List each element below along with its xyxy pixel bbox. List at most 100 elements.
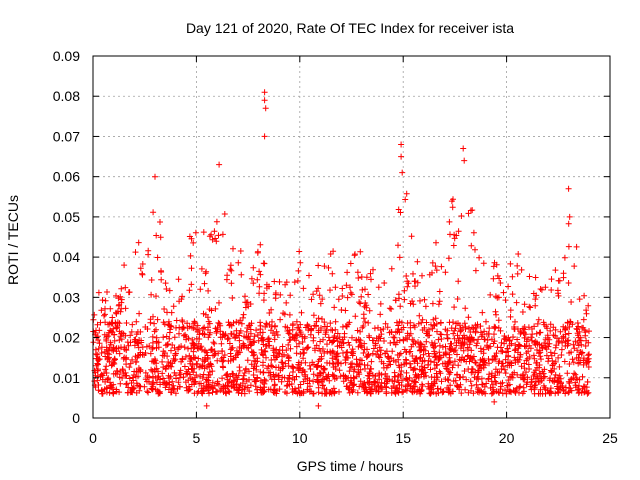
data-point xyxy=(258,346,265,353)
data-point xyxy=(549,362,556,368)
data-point xyxy=(297,259,304,266)
data-point xyxy=(543,346,550,353)
data-point xyxy=(575,360,582,367)
data-point xyxy=(295,324,302,331)
data-point xyxy=(397,350,404,357)
data-point xyxy=(464,344,471,351)
data-point xyxy=(561,254,568,261)
data-point xyxy=(476,389,482,396)
data-point xyxy=(572,338,579,345)
data-point xyxy=(119,375,126,381)
data-point xyxy=(363,274,370,281)
data-point xyxy=(483,331,490,337)
data-point xyxy=(368,276,374,283)
data-point xyxy=(113,310,120,317)
data-point xyxy=(335,296,342,303)
data-point xyxy=(198,380,204,387)
data-point xyxy=(250,280,257,287)
data-point xyxy=(527,383,534,390)
data-point xyxy=(271,332,278,339)
data-point xyxy=(403,190,410,197)
data-point xyxy=(381,338,387,344)
data-point xyxy=(101,331,108,338)
data-point xyxy=(555,390,562,396)
data-point xyxy=(472,267,479,274)
data-point xyxy=(540,370,547,377)
data-point xyxy=(277,316,284,323)
data-point xyxy=(492,293,499,300)
data-point xyxy=(125,384,132,391)
data-point xyxy=(387,340,394,346)
data-point xyxy=(178,358,185,365)
data-point xyxy=(576,296,583,303)
data-point xyxy=(387,361,394,368)
data-point xyxy=(566,361,573,367)
data-point xyxy=(181,344,188,351)
data-point xyxy=(194,322,201,329)
data-point xyxy=(254,386,260,393)
data-point xyxy=(102,311,108,318)
data-point xyxy=(436,368,443,375)
data-point xyxy=(428,374,435,380)
data-point xyxy=(486,371,493,378)
data-point xyxy=(254,276,261,283)
data-point xyxy=(327,287,333,294)
data-point xyxy=(392,341,399,348)
data-point xyxy=(228,331,235,337)
data-point xyxy=(213,218,220,225)
data-point xyxy=(149,339,156,346)
data-point xyxy=(578,341,585,348)
data-point xyxy=(435,336,442,343)
data-point xyxy=(200,325,206,332)
data-point xyxy=(200,310,207,317)
data-point xyxy=(136,387,143,394)
data-point xyxy=(449,388,456,395)
data-point xyxy=(117,380,124,387)
data-point xyxy=(585,302,592,309)
data-point xyxy=(244,299,251,306)
data-point xyxy=(492,366,499,373)
data-point xyxy=(375,284,382,291)
data-point xyxy=(454,332,461,339)
data-point xyxy=(173,317,180,324)
data-point xyxy=(205,374,212,381)
data-point xyxy=(565,330,572,337)
data-point xyxy=(216,299,222,306)
data-point xyxy=(388,306,395,312)
data-point xyxy=(490,340,497,347)
data-point xyxy=(418,346,425,353)
data-point xyxy=(410,301,417,308)
data-point xyxy=(118,285,125,292)
data-point xyxy=(454,296,461,302)
data-point xyxy=(221,352,228,358)
data-point xyxy=(447,382,454,389)
data-point xyxy=(295,385,302,391)
data-point xyxy=(354,389,361,396)
data-point xyxy=(446,351,453,358)
data-point xyxy=(396,337,403,344)
data-point xyxy=(417,390,424,397)
data-point xyxy=(343,375,350,381)
data-point xyxy=(431,340,438,347)
data-point xyxy=(243,365,249,372)
data-point xyxy=(497,386,504,393)
data-point xyxy=(529,337,535,344)
data-point xyxy=(473,360,479,366)
data-point xyxy=(279,374,286,381)
data-point xyxy=(162,380,169,387)
data-point xyxy=(248,275,255,282)
data-point xyxy=(443,365,450,372)
data-point xyxy=(538,356,544,363)
data-point xyxy=(267,369,274,376)
data-point xyxy=(271,278,278,285)
data-point xyxy=(554,385,561,392)
data-point xyxy=(398,368,405,374)
data-point xyxy=(415,339,421,346)
data-point xyxy=(461,335,468,341)
data-point xyxy=(432,263,439,270)
data-point xyxy=(525,324,532,331)
data-point xyxy=(491,398,498,405)
data-point xyxy=(349,352,356,359)
data-point xyxy=(180,332,187,339)
data-point xyxy=(263,343,270,349)
